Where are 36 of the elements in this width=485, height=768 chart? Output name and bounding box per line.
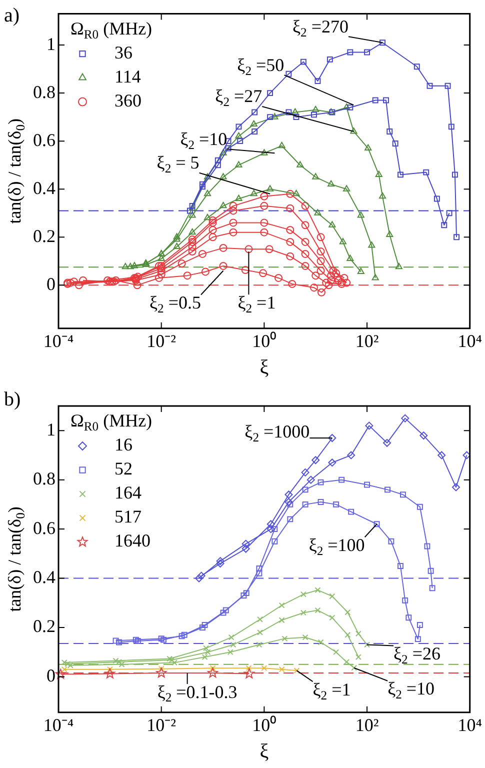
y-tick-label: 0.8: [33, 468, 56, 489]
legend-label: 52: [114, 458, 132, 479]
x-tick-label: 10⁰: [252, 714, 276, 735]
y-tick-label: 0.2: [33, 616, 56, 636]
x-tick-label: 10⁻⁴: [43, 714, 74, 735]
x-tick-label: 10⁴: [458, 714, 482, 735]
y-tick-label: 0.6: [33, 130, 56, 150]
legend-label: 16: [114, 434, 132, 455]
legend-label: 1640: [114, 530, 150, 551]
x-axis-title: ξ: [260, 740, 269, 762]
chart-title: b): [4, 388, 21, 410]
legend-label: 517: [114, 506, 142, 527]
y-tick-label: 0: [46, 274, 56, 294]
chart-title: a): [4, 4, 20, 26]
y-tick-label: 0.6: [33, 518, 56, 538]
y-tick-label: 0: [46, 665, 56, 686]
legend-label: 114: [114, 66, 141, 87]
y-tick-label: 0.4: [33, 567, 56, 588]
y-tick-label: 1: [46, 34, 56, 54]
y-tick-label: 1: [46, 419, 56, 440]
legend-label: 36: [114, 42, 132, 63]
x-tick-label: 10²: [355, 330, 379, 351]
y-tick-label: 0.2: [33, 226, 56, 246]
x-tick-label: 10⁻²: [146, 714, 176, 735]
x-tick-label: 10⁴: [458, 330, 482, 351]
y-axis-title: tan(δ) / tan(δ0): [4, 506, 28, 612]
y-tick-label: 0.4: [33, 178, 56, 198]
x-axis-title: ξ: [260, 356, 269, 378]
x-tick-label: 10²: [355, 714, 379, 735]
y-tick-label: 0.8: [33, 82, 56, 102]
x-tick-label: 10⁻²: [146, 330, 176, 351]
x-tick-label: 10⁻⁴: [43, 330, 74, 351]
legend-label: 360: [114, 90, 142, 111]
x-tick-label: 10⁰: [252, 330, 276, 351]
y-axis-title: tan(δ) / tan(δ0): [4, 118, 28, 224]
legend-label: 164: [114, 482, 142, 503]
